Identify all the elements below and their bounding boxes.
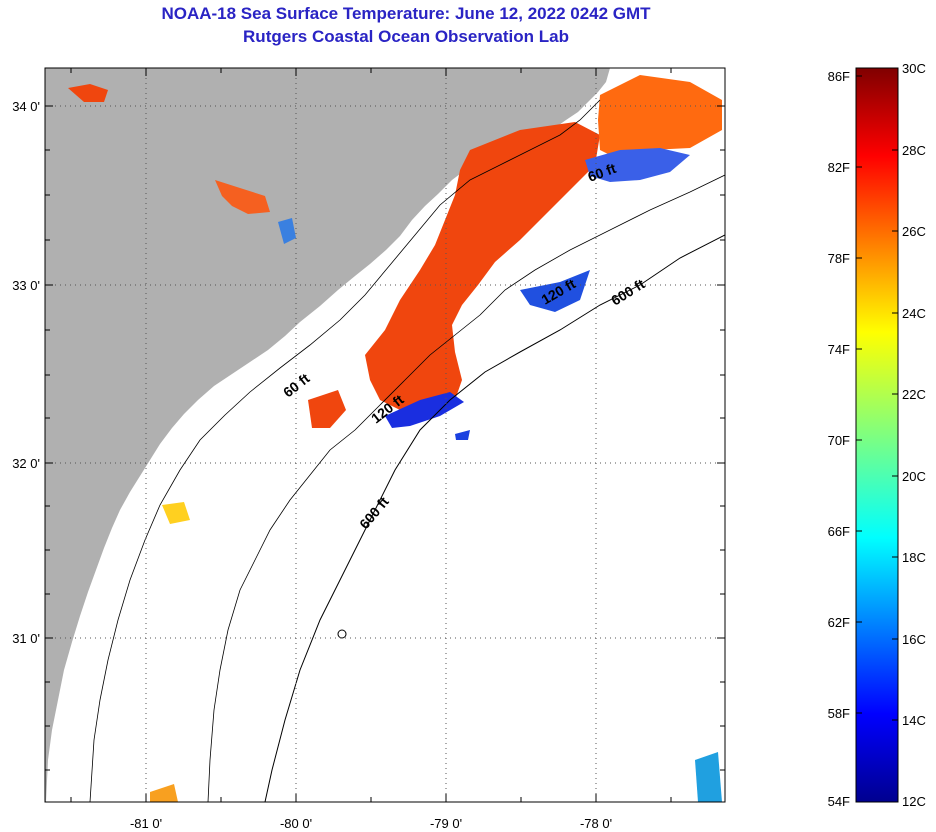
axis-ticks <box>45 68 725 802</box>
map-frame <box>44 67 726 803</box>
colorbar-c-label: 22C <box>902 387 926 402</box>
chart-subtitle: Rutgers Coastal Ocean Observation Lab <box>243 27 569 46</box>
graticule <box>45 68 725 802</box>
colorbar-f-label: 54F <box>828 794 850 809</box>
colorbar-c-label: 20C <box>902 469 926 484</box>
colorbar-ticks <box>856 67 898 721</box>
land-mass <box>45 68 610 802</box>
colorbar-f-label: 78F <box>828 251 850 266</box>
colorbar-f-label: 74F <box>828 342 850 357</box>
isobath-lines <box>89 99 725 802</box>
lat-label: 33 0' <box>12 278 40 293</box>
colorbar-c-label: 28C <box>902 143 926 158</box>
colorbar-f-label: 70F <box>828 433 850 448</box>
colorbar-f-label: 66F <box>828 524 850 539</box>
colorbar-c-label: 18C <box>902 550 926 565</box>
lon-label: -79 0' <box>430 816 462 831</box>
colorbar-f-label: 82F <box>828 160 850 175</box>
colorbar-c-label: 12C <box>902 794 926 809</box>
colorbar-f-label: 86F <box>828 69 850 84</box>
colorbar-c-label: 24C <box>902 306 926 321</box>
colorbar <box>855 67 899 803</box>
lon-label: -78 0' <box>580 816 612 831</box>
colorbar-f-label: 62F <box>828 615 850 630</box>
colorbar-c-label: 26C <box>902 224 926 239</box>
colorbar-f-label: 58F <box>828 706 850 721</box>
colorbar-c-label: 30C <box>902 61 926 76</box>
colorbar-c-label: 16C <box>902 632 926 647</box>
lon-label: -81 0' <box>130 816 162 831</box>
colorbar-c-label: 14C <box>902 713 926 728</box>
chart-title: NOAA-18 Sea Surface Temperature: June 12… <box>161 4 651 23</box>
lat-label: 32 0' <box>12 456 40 471</box>
lon-label: -80 0' <box>280 816 312 831</box>
lat-label: 31 0' <box>12 631 40 646</box>
lat-label: 34 0' <box>12 99 40 114</box>
sst-cool-region <box>278 148 722 802</box>
sst-warm-region <box>68 75 722 802</box>
